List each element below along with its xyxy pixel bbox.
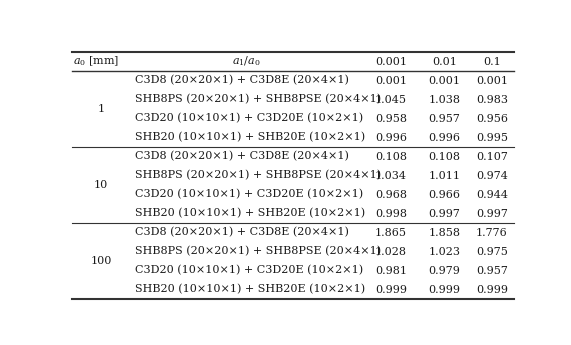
Text: C3D8 (20×20×1) + C3D8E (20×4×1): C3D8 (20×20×1) + C3D8E (20×4×1) [135, 227, 348, 238]
Text: SHB20 (10×10×1) + SHB20E (10×2×1): SHB20 (10×10×1) + SHB20E (10×2×1) [135, 284, 365, 295]
Text: 0.981: 0.981 [375, 266, 407, 276]
Text: 1.028: 1.028 [375, 247, 407, 257]
Text: 1.011: 1.011 [428, 170, 460, 180]
Text: 0.998: 0.998 [375, 209, 407, 219]
Text: 0.995: 0.995 [476, 132, 508, 142]
Text: 10: 10 [94, 180, 108, 190]
Text: 0.958: 0.958 [375, 114, 407, 124]
Text: 1.045: 1.045 [375, 95, 407, 105]
Text: 0.108: 0.108 [428, 151, 460, 161]
Text: 0.001: 0.001 [428, 76, 460, 86]
Text: 0.999: 0.999 [375, 285, 407, 295]
Text: 0.944: 0.944 [476, 189, 508, 199]
Text: $a_1/a_0$: $a_1/a_0$ [232, 55, 260, 68]
Text: 0.001: 0.001 [375, 57, 407, 67]
Text: SHB20 (10×10×1) + SHB20E (10×2×1): SHB20 (10×10×1) + SHB20E (10×2×1) [135, 208, 365, 219]
Text: SHB8PS (20×20×1) + SHB8PSE (20×4×1): SHB8PS (20×20×1) + SHB8PSE (20×4×1) [135, 246, 381, 257]
Text: C3D8 (20×20×1) + C3D8E (20×4×1): C3D8 (20×20×1) + C3D8E (20×4×1) [135, 76, 348, 86]
Text: 0.957: 0.957 [476, 266, 508, 276]
Text: C3D20 (10×10×1) + C3D20E (10×2×1): C3D20 (10×10×1) + C3D20E (10×2×1) [135, 114, 363, 124]
Text: 0.974: 0.974 [476, 170, 508, 180]
Text: C3D8 (20×20×1) + C3D8E (20×4×1): C3D8 (20×20×1) + C3D8E (20×4×1) [135, 151, 348, 162]
Text: 0.108: 0.108 [375, 151, 407, 161]
Text: 1.038: 1.038 [428, 95, 460, 105]
Text: 1.034: 1.034 [375, 170, 407, 180]
Text: SHB8PS (20×20×1) + SHB8PSE (20×4×1): SHB8PS (20×20×1) + SHB8PSE (20×4×1) [135, 95, 381, 105]
Text: 1.858: 1.858 [428, 228, 460, 238]
Text: 0.001: 0.001 [476, 76, 508, 86]
Text: 1.776: 1.776 [476, 228, 508, 238]
Text: 0.999: 0.999 [476, 285, 508, 295]
Text: 0.1: 0.1 [483, 57, 501, 67]
Text: 0.996: 0.996 [375, 132, 407, 142]
Text: 0.975: 0.975 [476, 247, 508, 257]
Text: 0.966: 0.966 [428, 189, 460, 199]
Text: C3D20 (10×10×1) + C3D20E (10×2×1): C3D20 (10×10×1) + C3D20E (10×2×1) [135, 189, 363, 200]
Text: 0.956: 0.956 [476, 114, 508, 124]
Text: 1.865: 1.865 [375, 228, 407, 238]
Text: 0.107: 0.107 [476, 151, 508, 161]
Text: $a_0$ [mm]: $a_0$ [mm] [73, 55, 119, 68]
Text: 0.997: 0.997 [428, 209, 460, 219]
Text: SHB20 (10×10×1) + SHB20E (10×2×1): SHB20 (10×10×1) + SHB20E (10×2×1) [135, 132, 365, 143]
Text: 0.983: 0.983 [476, 95, 508, 105]
Text: 0.996: 0.996 [428, 132, 460, 142]
Text: 0.01: 0.01 [432, 57, 457, 67]
Text: C3D20 (10×10×1) + C3D20E (10×2×1): C3D20 (10×10×1) + C3D20E (10×2×1) [135, 265, 363, 276]
Text: SHB8PS (20×20×1) + SHB8PSE (20×4×1): SHB8PS (20×20×1) + SHB8PSE (20×4×1) [135, 170, 381, 181]
Text: 1.023: 1.023 [428, 247, 460, 257]
Text: 100: 100 [91, 256, 112, 266]
Text: 0.999: 0.999 [428, 285, 460, 295]
Text: 0.997: 0.997 [476, 209, 508, 219]
Text: 0.957: 0.957 [428, 114, 460, 124]
Text: 0.001: 0.001 [375, 76, 407, 86]
Text: 1: 1 [98, 104, 105, 114]
Text: 0.979: 0.979 [428, 266, 460, 276]
Text: 0.968: 0.968 [375, 189, 407, 199]
